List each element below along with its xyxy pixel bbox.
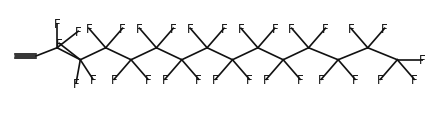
Text: F: F <box>411 73 417 86</box>
Text: F: F <box>297 73 303 86</box>
Text: F: F <box>419 54 426 67</box>
Text: F: F <box>54 18 60 31</box>
Text: F: F <box>221 23 227 35</box>
Text: F: F <box>90 73 96 86</box>
Text: F: F <box>271 23 278 35</box>
Text: F: F <box>56 37 63 50</box>
Text: F: F <box>263 73 270 86</box>
Text: F: F <box>318 73 325 86</box>
Text: F: F <box>238 23 244 35</box>
Text: F: F <box>136 23 143 35</box>
Text: F: F <box>212 73 219 86</box>
Text: F: F <box>246 73 253 86</box>
Text: F: F <box>352 73 358 86</box>
Text: F: F <box>75 26 81 38</box>
Text: F: F <box>187 23 193 35</box>
Text: F: F <box>288 23 295 35</box>
Text: F: F <box>348 23 354 35</box>
Text: F: F <box>73 77 79 90</box>
Text: F: F <box>170 23 177 35</box>
Text: F: F <box>111 73 118 86</box>
Text: F: F <box>161 73 168 86</box>
Text: F: F <box>86 23 92 35</box>
Text: F: F <box>145 73 151 86</box>
Text: F: F <box>377 73 384 86</box>
Text: F: F <box>381 23 388 35</box>
Text: F: F <box>322 23 329 35</box>
Text: F: F <box>119 23 126 35</box>
Text: F: F <box>196 73 202 86</box>
